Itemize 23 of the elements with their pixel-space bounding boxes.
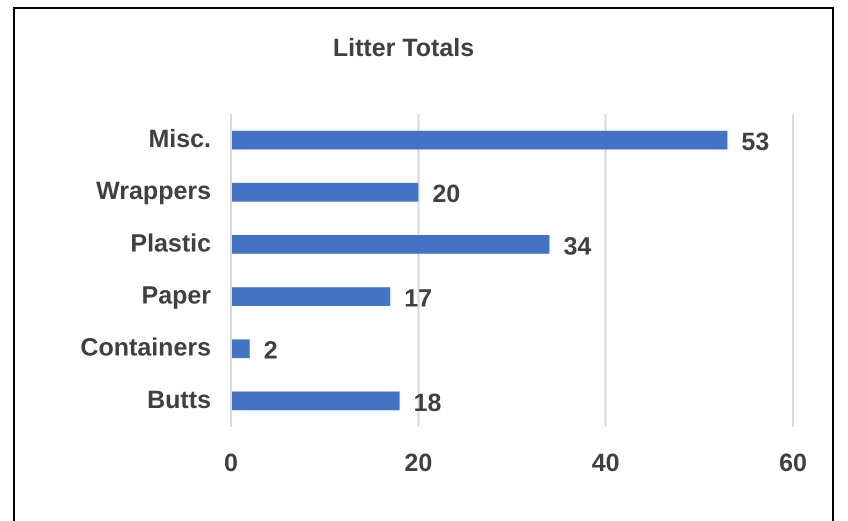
y-tick-label: Butts (147, 386, 211, 414)
bar (232, 287, 390, 306)
y-tick-label: Plastic (130, 229, 212, 258)
bar (232, 339, 250, 358)
data-label: 17 (404, 284, 432, 312)
data-label: 53 (741, 128, 770, 156)
y-tick-label: Wrappers (96, 177, 211, 206)
data-label: 34 (563, 232, 592, 260)
bar (232, 235, 550, 254)
bar (232, 130, 728, 150)
y-tick-label: Containers (80, 334, 211, 362)
y-tick-label: Paper (142, 281, 212, 310)
bar (232, 392, 400, 410)
x-tick-label: 20 (404, 448, 432, 477)
chart-title: Litter Totals (332, 34, 474, 62)
data-label: 18 (414, 388, 442, 417)
y-tick-label: Misc. (148, 124, 211, 153)
x-tick-label: 0 (224, 448, 238, 477)
data-label: 20 (432, 180, 460, 208)
data-label: 2 (264, 336, 278, 365)
x-tick-label: 60 (779, 448, 807, 477)
bar (232, 182, 418, 202)
x-tick-label: 40 (592, 448, 620, 477)
